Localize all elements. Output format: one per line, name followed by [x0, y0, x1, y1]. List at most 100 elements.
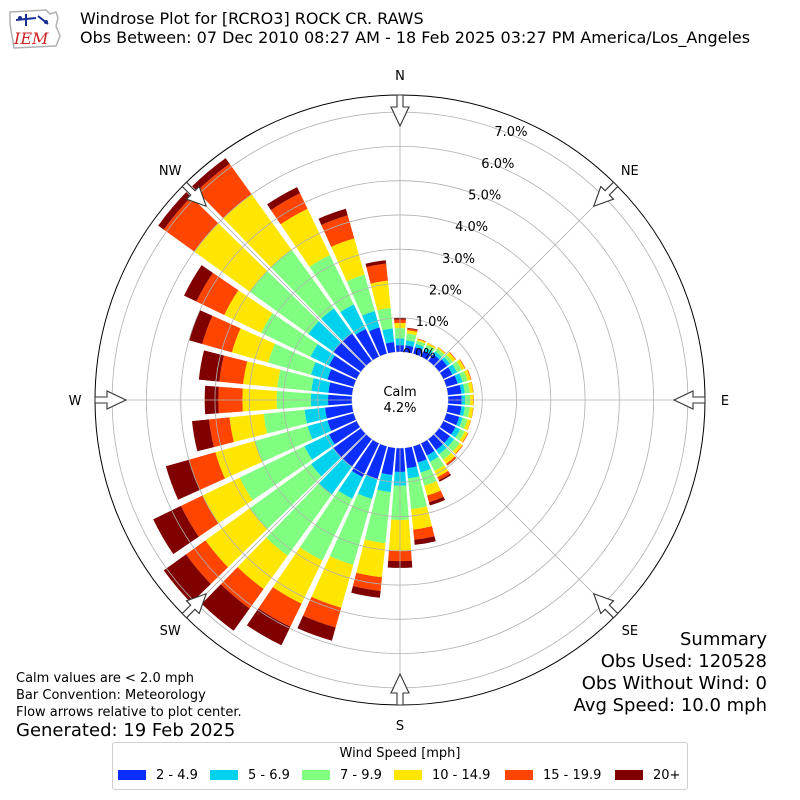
windrose-bar-segment — [188, 452, 225, 490]
windrose-bar-segment — [449, 351, 457, 360]
windrose-bar-segment — [381, 446, 396, 476]
windrose-bar-segment — [454, 373, 463, 384]
windrose-bar-segment — [468, 381, 474, 393]
windrose-bar-segment — [318, 458, 352, 495]
flow-arrow-icon — [592, 592, 619, 619]
legend-label: 5 - 6.9 — [248, 767, 290, 783]
windrose-bar-segment — [202, 477, 253, 524]
windrose-bar-segment — [311, 556, 354, 608]
windrose-bar-segment — [464, 419, 471, 431]
windrose-bar-segment — [318, 208, 348, 225]
windrose-bar-segment — [366, 443, 387, 480]
windrose-bar-segment — [340, 304, 366, 335]
windrose-bar-segment — [456, 416, 463, 427]
windrose-bar-segment — [267, 187, 301, 211]
windrose-bar-segment — [438, 346, 446, 354]
windrose-bar-segment — [420, 439, 435, 456]
windrose-bar-segment — [427, 342, 436, 348]
windrose-bar-segment — [333, 428, 366, 458]
compass-label-s: S — [396, 719, 404, 734]
windrose-bar-segment — [463, 382, 470, 394]
windrose-bar-segment — [443, 452, 455, 464]
windrose-bar-segment — [370, 280, 391, 311]
compass-label-n: N — [395, 69, 405, 84]
windrose-bar-segment — [249, 270, 319, 334]
windrose-bar-segment — [439, 367, 453, 380]
flow-arrows — [94, 94, 706, 706]
flow-arrow-icon — [592, 181, 619, 208]
flow-arrow-icon — [390, 94, 410, 128]
windrose-bar-segment — [406, 333, 417, 342]
windrose-bar-segment — [310, 362, 332, 380]
legend-swatch — [615, 770, 643, 780]
windrose-bar-segment — [220, 567, 264, 609]
chart-subtitle: Obs Between: 07 Dec 2010 08:27 AM - 18 F… — [80, 28, 751, 47]
windrose-bar-segment — [357, 475, 378, 499]
legend-item: 20+ — [615, 767, 680, 783]
windrose-bar-segment — [426, 451, 439, 462]
calm-circle — [352, 352, 448, 448]
windrose-bar-segment — [165, 459, 200, 500]
windrose-bar-segment — [459, 359, 466, 369]
legend-label: 15 - 19.9 — [543, 767, 602, 783]
windrose-bar-segment — [444, 436, 455, 447]
windrose-bar-segment — [331, 238, 365, 282]
windrose-bar-segment — [254, 426, 313, 462]
legend-label: 10 - 14.9 — [432, 767, 491, 783]
windrose-bar-segment — [404, 446, 417, 469]
windrose-bar-segment — [446, 456, 457, 466]
compass-label-sw: SW — [160, 624, 181, 639]
windrose-bar-segment — [446, 384, 462, 396]
windrose-bar-segment — [385, 342, 396, 354]
windrose-bar-segment — [459, 384, 465, 394]
windrose-bar-segment — [459, 371, 468, 383]
windrose-bar-segment — [362, 310, 380, 332]
windrose-bar-segment — [243, 361, 281, 388]
windrose-bar-segment — [198, 350, 224, 382]
windrose-bar-segment — [417, 459, 431, 473]
windrose-bar-segment — [308, 321, 342, 352]
legend-swatch — [118, 770, 146, 780]
windrose-bar-segment — [304, 434, 335, 460]
windrose-bar-segment — [407, 476, 427, 510]
windrose-bar-segment — [219, 355, 248, 385]
windrose-bar-segment — [468, 407, 474, 419]
windrose-bar-segment — [452, 443, 463, 454]
legend-item: 2 - 4.9 — [118, 767, 198, 783]
legend: Wind Speed [mph] 2 - 4.9 5 - 6.9 7 - 9.9… — [112, 742, 688, 790]
windrose-bar-segment — [309, 254, 354, 313]
windrose-bar-segment — [459, 406, 465, 416]
windrose-bar-segment — [406, 466, 420, 479]
bar-convention-note: Bar Convention: Meteorology — [16, 688, 206, 703]
windrose-bar-segment — [304, 407, 327, 424]
flow-arrow-icon — [94, 390, 128, 410]
compass-label-w: W — [69, 394, 82, 409]
windrose-bar-segment — [425, 344, 435, 352]
windrose-bar-segment — [303, 596, 342, 628]
axis-labels: NNEESESSWWNW0.0%1.0%2.0%3.0%4.0%5.0%6.0%… — [69, 69, 730, 734]
legend-item: 7 - 9.9 — [302, 767, 382, 783]
windrose-bar-segment — [455, 445, 464, 455]
radial-tick-label: 2.0% — [429, 283, 462, 298]
windrose-bar-segment — [321, 308, 352, 342]
windrose-bar-segment — [405, 340, 415, 347]
windrose-bar-segment — [297, 615, 336, 641]
windrose-bar-segment — [406, 330, 418, 336]
windrose-bar-segment — [443, 413, 460, 426]
compass-label-nw: NW — [159, 164, 182, 179]
radial-tick-label: 6.0% — [481, 157, 514, 172]
calm-note: Calm values are < 2.0 mph — [16, 671, 195, 686]
windrose-bar-segment — [423, 347, 433, 355]
windrose-bar-segment — [407, 327, 418, 331]
summary-avg-speed: Avg Speed: 10.0 mph — [573, 695, 767, 716]
compass-label-e: E — [721, 394, 729, 409]
flow-arrows-note: Flow arrows relative to plot center. — [16, 705, 242, 720]
windrose-bar-segment — [414, 536, 436, 545]
windrose-bar-segment — [447, 439, 460, 452]
windrose-bar-segment — [413, 443, 427, 463]
windrose-bar-segment — [426, 342, 436, 349]
windrose-bar-segment — [434, 428, 451, 444]
windrose-bar-segment — [324, 404, 354, 419]
radial-tick-label: 3.0% — [442, 252, 475, 267]
